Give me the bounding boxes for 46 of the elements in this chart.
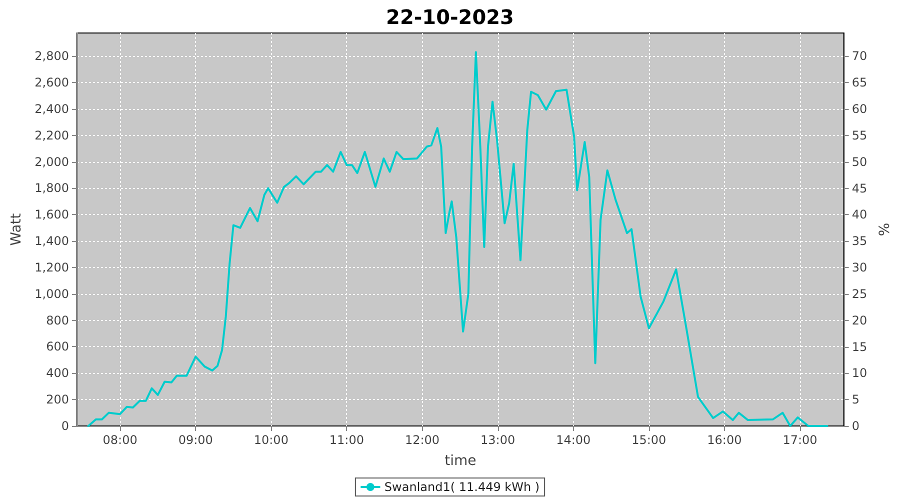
x-tick-label: 13:00 bbox=[480, 433, 516, 447]
line-series bbox=[87, 51, 828, 427]
y-tick-label: 1,000 bbox=[34, 286, 69, 301]
y2-tick-label: 35 bbox=[852, 234, 868, 248]
chart-title: 22-10-2023 bbox=[386, 5, 514, 29]
y-tick-label: 1,800 bbox=[34, 181, 69, 196]
x-tick-label: 12:00 bbox=[404, 433, 440, 447]
y-tick-label: 2,400 bbox=[34, 102, 69, 116]
x-tick-label: 11:00 bbox=[329, 433, 364, 447]
x-tick-label: 08:00 bbox=[102, 433, 138, 447]
y2-tick-label: 15 bbox=[852, 340, 868, 354]
y-tick-label: 1,600 bbox=[34, 208, 69, 222]
y-tick-label: 800 bbox=[46, 313, 69, 328]
y2-axis-title: % bbox=[877, 222, 893, 236]
y-tick-label: 2,800 bbox=[34, 49, 69, 64]
x-tick-label: 16:00 bbox=[707, 433, 742, 447]
y2-tick-label: 60 bbox=[852, 102, 868, 116]
x-tick-label: 09:00 bbox=[178, 433, 213, 447]
x-tick-label: 10:00 bbox=[254, 433, 288, 447]
y-tick-label: 2,600 bbox=[34, 76, 69, 90]
y2-tick-label: 50 bbox=[852, 154, 868, 169]
y2-tick-label: 40 bbox=[852, 208, 868, 222]
y2-tick-label: 25 bbox=[852, 286, 868, 301]
y-tick-label: 0 bbox=[61, 419, 69, 433]
y2-tick-label: 55 bbox=[852, 128, 868, 142]
x-tick-label: 15:00 bbox=[632, 433, 666, 447]
y-tick-label: 1,200 bbox=[34, 260, 69, 274]
y2-tick-label: 70 bbox=[852, 49, 868, 64]
y-tick-label: 1,400 bbox=[34, 234, 69, 248]
x-tick-label: 14:00 bbox=[556, 433, 591, 447]
y2-tick-label: 0 bbox=[852, 419, 860, 433]
legend-label: Swanland1( 11.449 kWh ) bbox=[384, 480, 540, 494]
x-tick-label: 17:00 bbox=[782, 433, 818, 447]
y2-tick-label: 20 bbox=[852, 313, 868, 328]
y-axis-title: Watt bbox=[8, 212, 25, 246]
y-tick-label: 2,000 bbox=[34, 154, 69, 169]
y2-tick-label: 10 bbox=[852, 366, 868, 380]
y-tick-label: 600 bbox=[46, 340, 69, 354]
y-tick-label: 2,200 bbox=[34, 128, 69, 142]
y2-tick-label: 45 bbox=[852, 181, 868, 196]
y-tick-label: 200 bbox=[46, 392, 69, 407]
y2-tick-label: 65 bbox=[852, 76, 868, 90]
y2-tick-label: 30 bbox=[852, 260, 868, 275]
x-axis-title: time bbox=[444, 453, 476, 469]
y2-tick-label: 5 bbox=[852, 392, 860, 407]
y-tick-label: 400 bbox=[46, 366, 69, 380]
